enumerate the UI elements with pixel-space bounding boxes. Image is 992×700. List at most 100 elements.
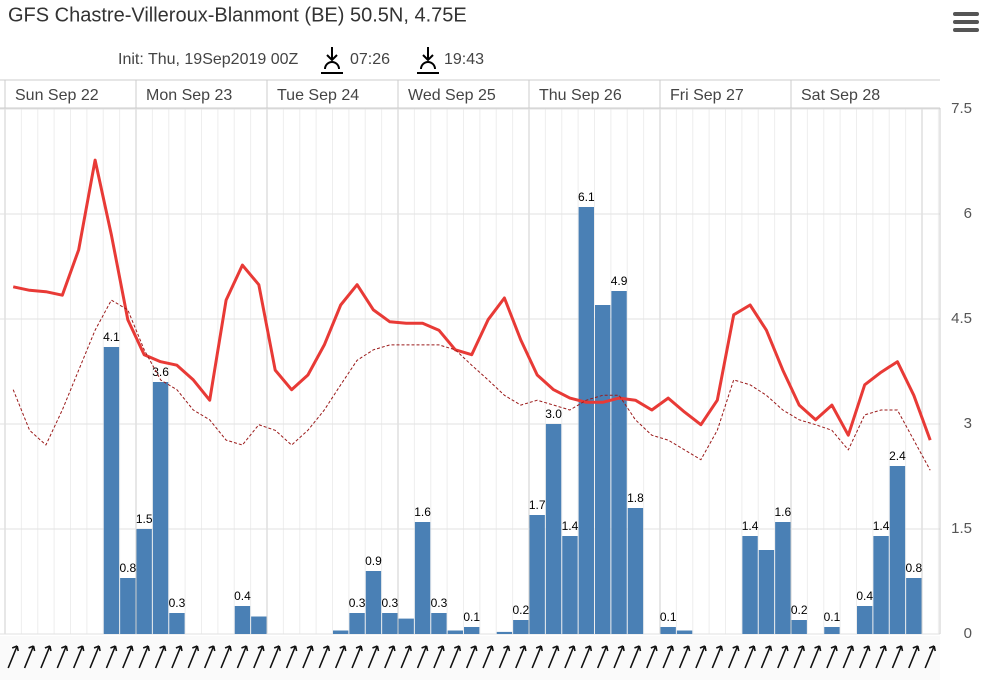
bar-value-label: 0.2 [512,603,529,617]
menu-button[interactable] [953,12,979,32]
wind-arrow [23,645,36,669]
precip-bar [529,515,545,634]
y-tick-label: 4.5 [951,310,972,327]
wind-arrow [187,645,200,669]
bar-value-label: 0.4 [856,589,873,603]
bar-value-label: 0.9 [365,554,382,568]
wind-arrow [154,645,167,669]
precip-bar [742,536,758,634]
wind-arrow [236,645,249,669]
wind-arrow [285,645,298,669]
wind-arrow [203,645,216,669]
precip-bar [431,613,447,634]
wind-arrow [56,645,69,669]
bar-value-label: 4.9 [611,274,628,288]
wind-arrow [891,645,904,669]
sunset-time: 19:43 [444,51,484,68]
wind-arrow [72,645,85,669]
day-label: Wed Sep 25 [408,87,496,104]
day-label: Sun Sep 22 [15,87,99,104]
precip-bar [562,536,578,634]
wind-arrow [171,645,183,669]
bar-value-label: 0.1 [824,610,841,624]
bar-value-label: 1.7 [529,498,546,512]
wind-arrow [760,645,773,669]
wind-arrow [122,645,134,669]
wind-arrow [384,645,396,669]
wind-arrow [367,645,380,669]
precip-bar [676,630,693,634]
wind-arrow [7,645,19,669]
bar-value-label: 1.4 [873,519,890,533]
precip-bar [595,305,611,634]
wind-arrow [744,645,756,669]
wind-arrow [875,645,887,669]
precip-bar [136,529,152,634]
precip-bar [120,578,136,634]
wind-arrow [40,645,52,669]
day-label: Thu Sep 26 [539,87,622,104]
precip-bar [873,536,889,634]
bar-value-label: 0.3 [431,596,448,610]
precip-bar [103,347,120,634]
y-tick-label: 1.5 [951,520,972,537]
wind-arrow [777,645,789,669]
sunrise-icon [321,47,343,74]
day-label: Sat Sep 28 [801,87,880,104]
precip-bar [365,571,382,634]
wind-arrow [482,645,494,669]
wind-arrow [547,645,560,669]
bar-value-label: 0.3 [381,596,398,610]
precip-bar [333,630,349,634]
wind-arrow [629,645,642,669]
wind-arrow [695,645,707,669]
wind-arrow [793,645,805,669]
wind-arrow [515,645,527,669]
precip-bar [414,522,431,634]
wind-arrow [449,645,462,669]
temperature-line [12,299,931,471]
wind-arrow [465,645,478,669]
bar-value-label: 3.0 [545,407,562,421]
day-label: Mon Sep 23 [146,87,232,104]
bar-value-label: 3.6 [152,365,169,379]
wind-arrow [727,645,740,669]
bar-value-label: 0.4 [234,589,251,603]
precip-bar [545,424,562,634]
precip-bar [251,616,267,634]
wind-arrow [334,645,347,669]
wind-arrow [220,645,232,669]
wind-arrow [318,645,331,669]
precip-bar [234,606,251,634]
bar-value-label: 1.4 [562,519,579,533]
bar-value-label: 0.8 [905,561,922,575]
precip-bar [906,578,922,634]
wind-arrow [908,645,920,669]
wind-arrow [613,645,625,669]
wind-arrow [858,645,871,669]
precip-bar [382,613,398,634]
precip-bar [447,630,463,634]
wind-arrow [711,645,724,669]
y-tick-label: 6 [964,205,972,222]
wind-arrow [433,645,445,669]
wind-arrow [302,645,314,669]
chart-title: GFS Chastre-Villeroux-Blanmont (BE) 50.5… [8,4,467,26]
precip-bar [889,466,906,634]
bar-value-label: 6.1 [578,190,595,204]
precip-bar [398,618,414,634]
wind-arrow [662,645,674,669]
wind-arrow [826,645,838,669]
wind-arrow [646,645,658,669]
wind-arrow [580,645,593,669]
bar-value-label: 0.1 [463,610,480,624]
bar-value-label: 1.5 [136,512,153,526]
precip-bar [611,291,627,634]
bar-value-label: 0.8 [119,561,136,575]
precip-bar [627,508,644,634]
precip-bar [791,620,807,634]
precip-bar [824,627,840,634]
precip-bar [578,207,594,634]
bar-value-label: 0.3 [169,596,186,610]
